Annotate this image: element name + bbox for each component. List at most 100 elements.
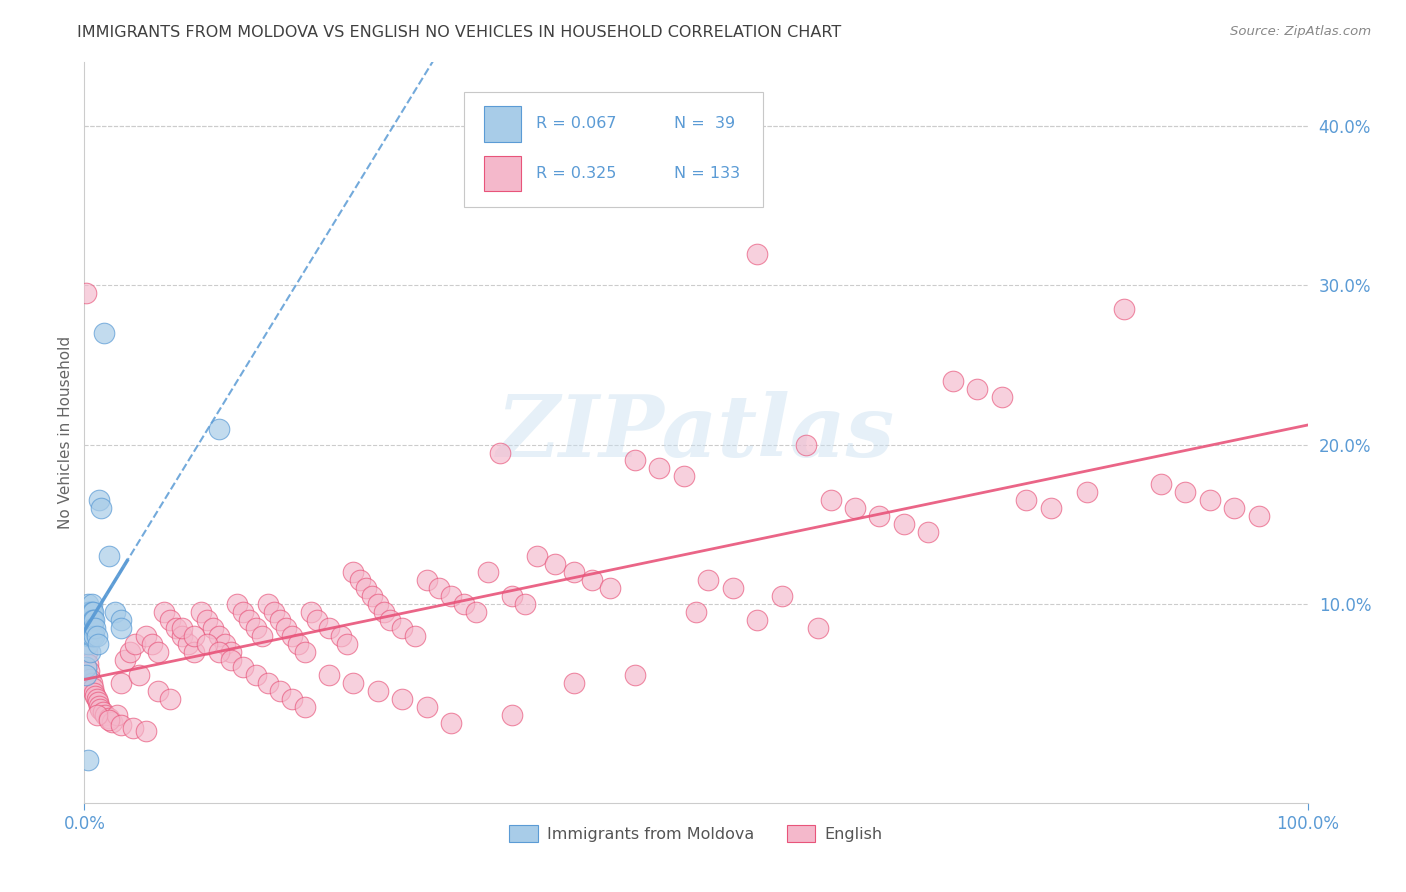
Point bbox=[86, 692, 108, 706]
Point bbox=[869, 509, 891, 524]
Bar bbox=[484, 156, 522, 191]
Point bbox=[146, 644, 169, 658]
Point bbox=[219, 652, 242, 666]
Point bbox=[76, 621, 98, 635]
Point bbox=[367, 684, 389, 698]
Point bbox=[893, 517, 915, 532]
Point bbox=[80, 676, 103, 690]
Point bbox=[87, 698, 110, 713]
Point bbox=[245, 668, 267, 682]
Point bbox=[87, 637, 110, 651]
Point bbox=[84, 621, 107, 635]
Point bbox=[79, 621, 101, 635]
Text: R = 0.325: R = 0.325 bbox=[536, 166, 616, 181]
Point bbox=[76, 613, 98, 627]
Point bbox=[299, 605, 322, 619]
Point bbox=[76, 644, 98, 658]
Point bbox=[440, 589, 463, 603]
Bar bbox=[484, 106, 522, 142]
Point bbox=[269, 613, 291, 627]
Point bbox=[141, 637, 163, 651]
Point bbox=[330, 629, 353, 643]
Point bbox=[75, 668, 97, 682]
Point bbox=[118, 644, 141, 658]
Point bbox=[91, 705, 114, 719]
Point bbox=[1247, 509, 1270, 524]
Point bbox=[77, 613, 100, 627]
Point bbox=[917, 525, 939, 540]
Point bbox=[373, 605, 395, 619]
Point bbox=[294, 644, 316, 658]
Point bbox=[219, 644, 242, 658]
Point bbox=[1015, 493, 1038, 508]
Point bbox=[79, 644, 101, 658]
Point bbox=[544, 557, 567, 571]
Point bbox=[342, 676, 364, 690]
Point bbox=[416, 573, 439, 587]
Point bbox=[75, 286, 97, 301]
Point bbox=[440, 716, 463, 731]
Point bbox=[685, 605, 707, 619]
Point bbox=[83, 629, 105, 643]
Point bbox=[391, 692, 413, 706]
Point bbox=[89, 702, 111, 716]
Point bbox=[232, 660, 254, 674]
Point bbox=[90, 501, 112, 516]
Point bbox=[232, 605, 254, 619]
Point bbox=[87, 493, 110, 508]
Point bbox=[80, 597, 103, 611]
Point bbox=[183, 629, 205, 643]
Point bbox=[97, 711, 120, 725]
Point bbox=[807, 621, 830, 635]
Text: N = 133: N = 133 bbox=[673, 166, 740, 181]
Point bbox=[77, 605, 100, 619]
Point bbox=[672, 469, 695, 483]
Point bbox=[84, 689, 107, 703]
Point bbox=[245, 621, 267, 635]
Point bbox=[83, 686, 105, 700]
Point bbox=[195, 637, 218, 651]
Point bbox=[94, 708, 117, 723]
Text: IMMIGRANTS FROM MOLDOVA VS ENGLISH NO VEHICLES IN HOUSEHOLD CORRELATION CHART: IMMIGRANTS FROM MOLDOVA VS ENGLISH NO VE… bbox=[77, 25, 842, 40]
Y-axis label: No Vehicles in Household: No Vehicles in Household bbox=[58, 336, 73, 529]
Point bbox=[135, 629, 157, 643]
Point bbox=[82, 605, 104, 619]
Point bbox=[153, 605, 176, 619]
Point bbox=[513, 597, 536, 611]
Point bbox=[349, 573, 371, 587]
Point bbox=[82, 613, 104, 627]
Point bbox=[135, 724, 157, 739]
Point bbox=[80, 613, 103, 627]
Point bbox=[86, 629, 108, 643]
Point bbox=[263, 605, 285, 619]
Text: R = 0.067: R = 0.067 bbox=[536, 116, 616, 131]
Point bbox=[226, 597, 249, 611]
Point bbox=[342, 565, 364, 579]
Point bbox=[201, 621, 224, 635]
Point bbox=[820, 493, 842, 508]
Point bbox=[124, 637, 146, 651]
Point bbox=[1076, 485, 1098, 500]
Point bbox=[79, 605, 101, 619]
Point bbox=[360, 589, 382, 603]
Point bbox=[79, 613, 101, 627]
Point bbox=[97, 549, 120, 563]
Point bbox=[110, 621, 132, 635]
Point bbox=[195, 613, 218, 627]
Point bbox=[110, 676, 132, 690]
Point bbox=[697, 573, 720, 587]
Point bbox=[77, 605, 100, 619]
Point bbox=[208, 422, 231, 436]
Point bbox=[599, 581, 621, 595]
Point bbox=[648, 461, 671, 475]
Point bbox=[208, 629, 231, 643]
Point bbox=[1150, 477, 1173, 491]
Point bbox=[624, 668, 647, 682]
Point bbox=[581, 573, 603, 587]
Point bbox=[238, 613, 260, 627]
Point bbox=[276, 621, 298, 635]
Point bbox=[190, 605, 212, 619]
Point bbox=[562, 565, 585, 579]
Point bbox=[287, 637, 309, 651]
Point bbox=[183, 644, 205, 658]
